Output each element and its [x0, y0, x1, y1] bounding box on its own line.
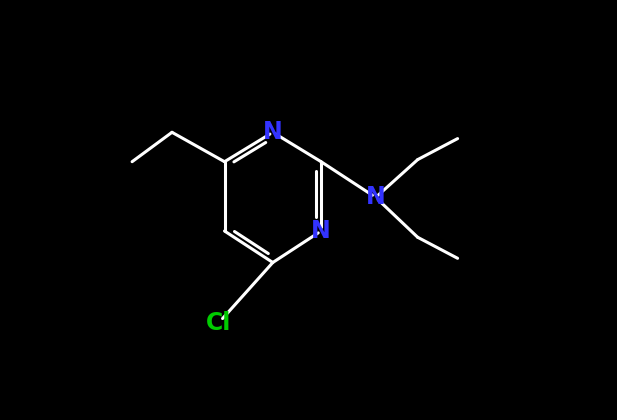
- Text: N: N: [311, 219, 331, 243]
- Text: Cl: Cl: [205, 311, 231, 336]
- Text: N: N: [366, 185, 386, 210]
- Text: N: N: [263, 120, 283, 144]
